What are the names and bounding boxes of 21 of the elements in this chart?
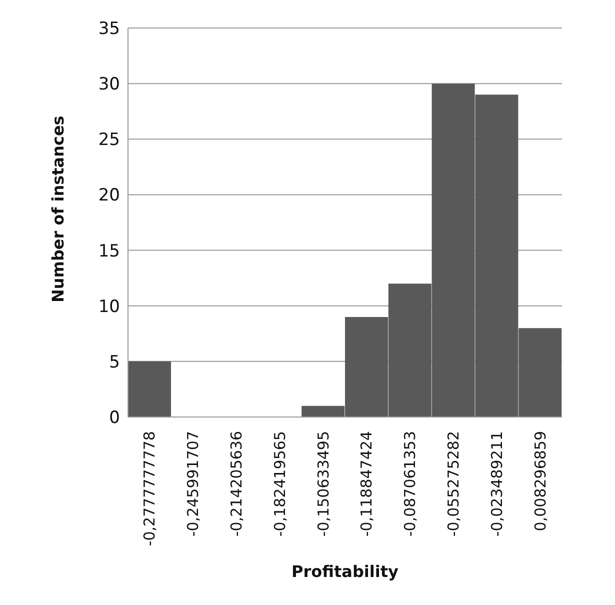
x-tick-label: -0,245991707 <box>184 431 202 537</box>
y-tick-label: 10 <box>98 296 120 317</box>
x-tick-label: -0,2777777778 <box>140 431 159 546</box>
y-tick-label: 30 <box>98 74 120 95</box>
y-tick-label: 20 <box>98 186 120 206</box>
x-tick-label: -0,182419565 <box>270 431 289 537</box>
y-axis-title: Number of instances <box>48 116 68 302</box>
y-tick-label: 15 <box>98 241 120 262</box>
x-tick-label: 0,008296859 <box>531 431 550 532</box>
y-tick-label: 35 <box>98 19 120 40</box>
x-axis-title: Profitability <box>292 562 400 581</box>
x-tick-label: -0,023489211 <box>488 431 506 537</box>
x-tick-label: -0,150633495 <box>314 431 332 537</box>
y-tick-label: 5 <box>109 352 120 372</box>
bar <box>128 361 171 417</box>
x-tick-label: -0,055275282 <box>444 431 462 537</box>
y-tick-label: 0 <box>109 408 120 428</box>
y-tick-label: 25 <box>98 130 120 150</box>
x-tick-label: -0,214205636 <box>228 431 246 537</box>
x-tick-label: -0,087061353 <box>401 431 420 537</box>
x-tick-label: -0,118847424 <box>358 431 376 537</box>
